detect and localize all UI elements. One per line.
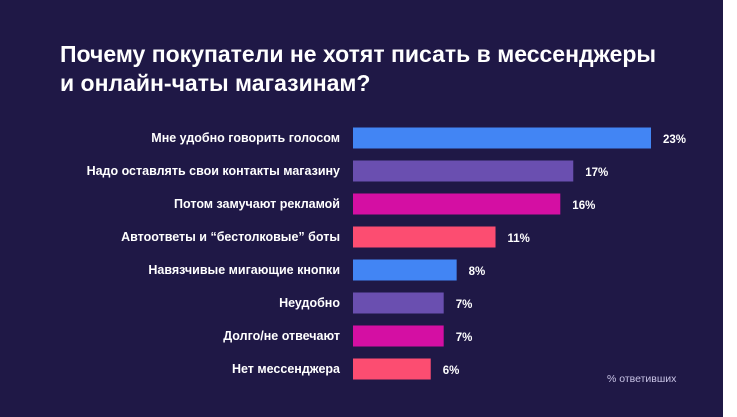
category-label: Нет мессенджера [232,362,341,376]
value-label: 11% [508,233,530,245]
chart-title: Почему покупатели не хотят писать в месс… [60,40,700,98]
category-label: Потом замучают рекламой [174,197,340,211]
chart-title-line-2: и онлайн-чаты магазинам? [60,70,371,96]
bar [353,325,444,347]
value-label: 17% [585,167,608,179]
category-label: Навязчивые мигающие кнопки [148,263,340,277]
value-label: 6% [443,365,460,377]
category-label: Долго/не отвечают [223,329,340,343]
bar [353,259,457,281]
chart-title-line-1: Почему покупатели не хотят писать в месс… [60,41,657,67]
bar [353,226,496,248]
category-label: Неудобно [279,296,340,310]
category-label: Надо оставлять свои контакты магазину [87,164,340,178]
value-label: 7% [456,332,473,344]
category-label: Автоответы и “бестолковые” боты [121,230,340,244]
bar [353,193,561,215]
value-label: 23% [663,134,686,146]
bar [353,358,431,380]
category-label: Мне удобно говорить голосом [151,131,340,145]
bar [353,292,444,314]
bar [353,160,574,182]
value-label: 16% [572,200,595,212]
unit-note: % ответивших [607,373,677,385]
value-label: 8% [469,266,486,278]
bar [353,127,651,149]
value-label: 7% [456,299,473,311]
